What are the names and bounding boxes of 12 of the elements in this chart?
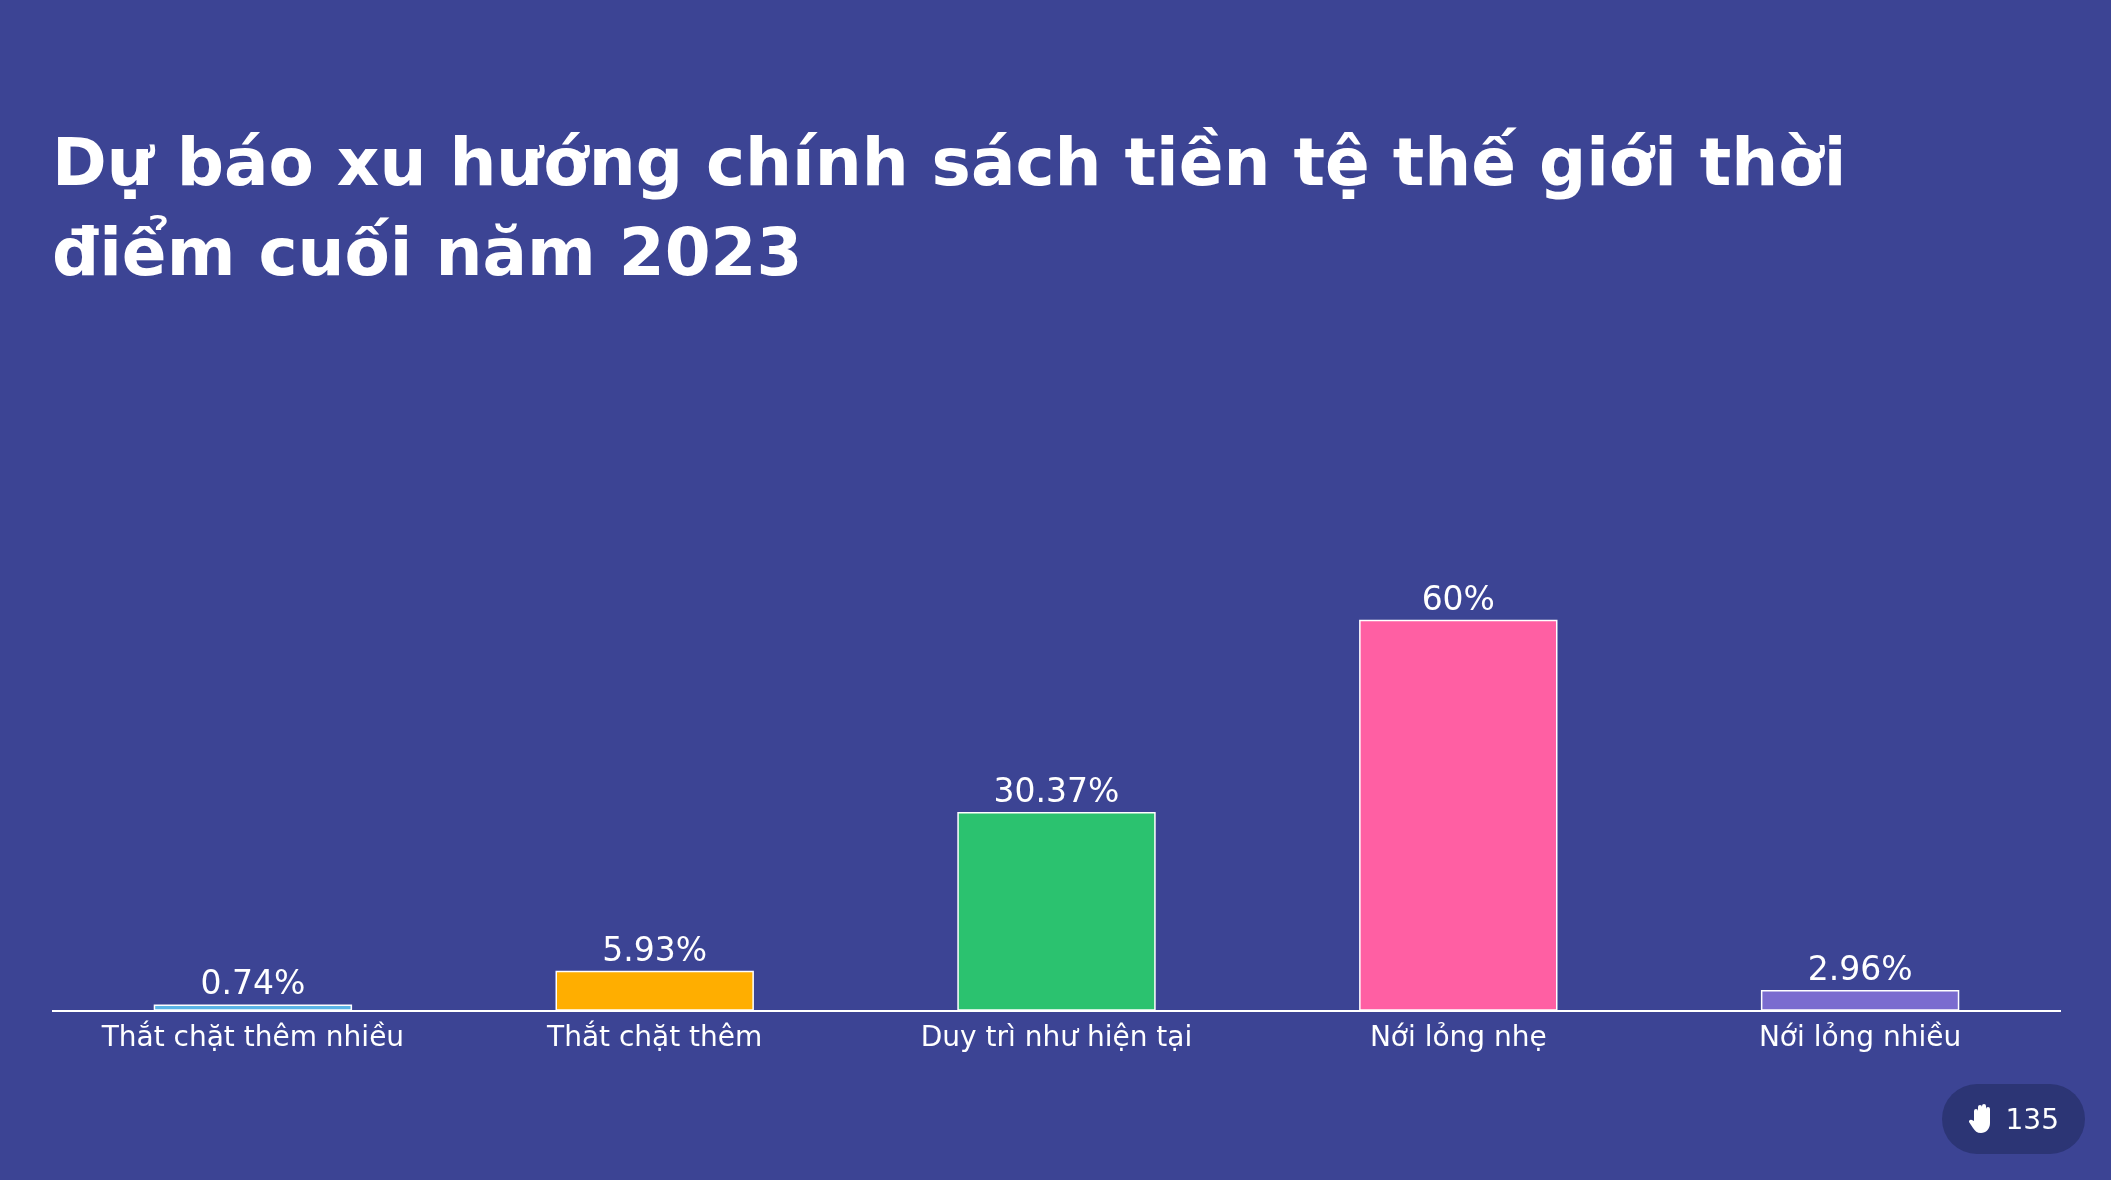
text: 135 <box>2005 1102 2059 1136</box>
x-tick-label: Thắt chặt thêm <box>546 1019 763 1053</box>
chart-title: Dự báo xu hướng chính sách tiền tệ thế giới thời điểm cuối năm 2023 <box>52 123 1848 293</box>
data-label: 60% <box>1421 578 1495 618</box>
x-tick-label: Duy trì như hiện tại <box>920 1019 1193 1053</box>
data-label: 0.74% <box>200 963 306 1003</box>
x-tick-label: Nới lỏng nhiều <box>1758 1019 1962 1053</box>
data-label: 2.96% <box>1807 948 1913 988</box>
data-label: 5.93% <box>602 929 708 969</box>
x-tick-label: Nới lỏng nhẹ <box>1369 1019 1547 1053</box>
data-label: 30.37% <box>993 770 1120 810</box>
x-tick-label: Thắt chặt thêm nhiều <box>100 1019 405 1053</box>
